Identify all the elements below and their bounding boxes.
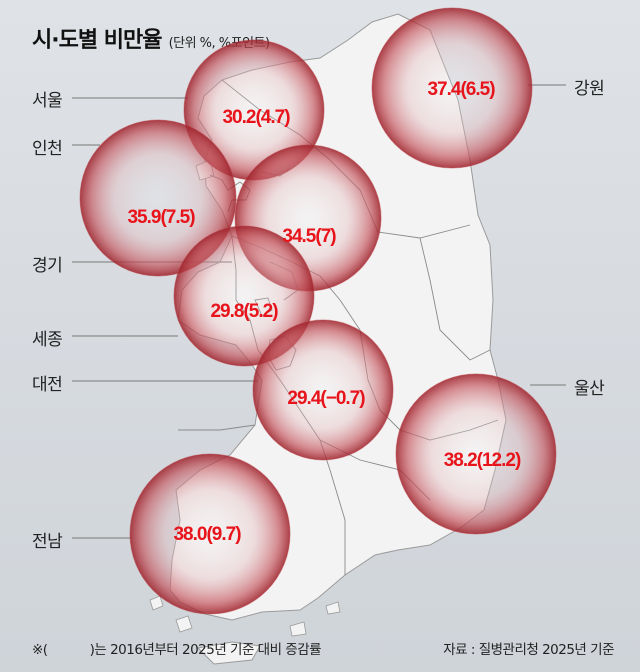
bubble-sejong [173, 225, 315, 367]
label-incheon: 인천 [32, 139, 63, 159]
value-daejeon: 29.4(−0.7) [287, 388, 365, 409]
value-gangwon: 37.4(6.5) [427, 79, 495, 100]
label-gyeonggi: 경기 [32, 256, 63, 276]
value-ulsan: 38.2(12.2) [444, 450, 521, 471]
label-jeonnam: 전남 [32, 532, 63, 552]
source-credit: 자료 : 질병관리청 2025년 기준 [443, 642, 614, 658]
jeju-island [196, 641, 261, 665]
footnote-prefix: ※( [32, 642, 48, 658]
value-incheon: 35.9(7.5) [127, 207, 195, 228]
s-island-1 [289, 621, 307, 637]
value-gyeonggi: 34.5(7) [282, 226, 336, 247]
value-jeonnam: 38.0(9.7) [173, 524, 241, 545]
sw-island-1 [175, 615, 193, 633]
sw-island-2 [149, 595, 164, 611]
footnote: ※( )는 2016년부터 2025년 기준 대비 증감률 [32, 638, 322, 658]
label-daejeon: 대전 [32, 375, 63, 395]
bubble-ulsan [395, 373, 557, 535]
bubble-gangwon [371, 7, 533, 169]
footnote-text: )는 2016년부터 2025년 기준 대비 증감률 [89, 642, 322, 658]
value-sejong: 29.8(5.2) [210, 301, 278, 322]
s-island-2 [325, 601, 341, 615]
bubble-jeonnam [129, 453, 291, 615]
page-title: 시·도별 비만율 [32, 28, 162, 53]
label-ulsan: 울산 [574, 379, 605, 399]
value-seoul: 30.2(4.7) [222, 107, 290, 128]
label-seoul: 서울 [32, 91, 63, 111]
bubble-daejeon [252, 319, 394, 461]
label-sejong: 세종 [32, 330, 63, 350]
label-gangwon: 강원 [574, 79, 605, 99]
bubble-incheon [79, 119, 237, 277]
